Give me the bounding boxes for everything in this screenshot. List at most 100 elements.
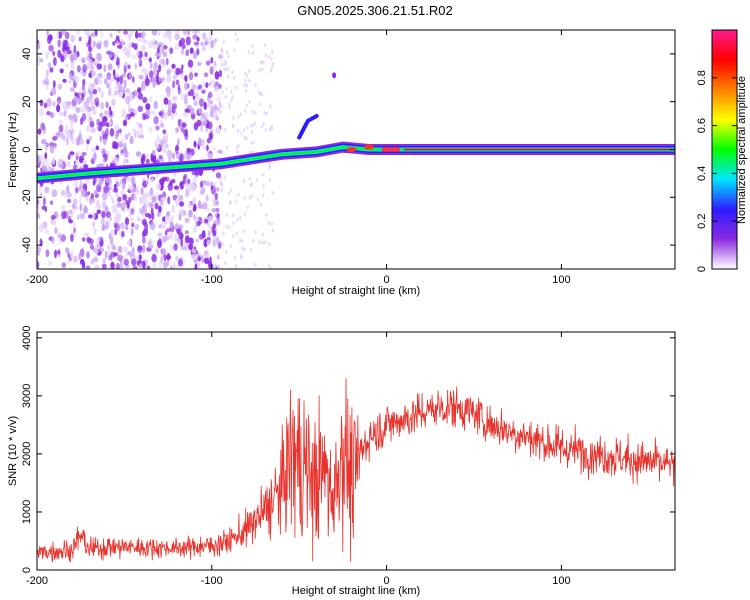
noise-blob	[59, 111, 64, 117]
noise-blob	[270, 126, 273, 131]
noise-blob	[252, 140, 255, 145]
snr-series-line	[37, 378, 675, 563]
noise-blob	[59, 68, 64, 74]
noise-blob	[95, 145, 100, 151]
noise-blob	[184, 108, 190, 113]
noise-blob	[214, 193, 218, 200]
noise-blob	[184, 235, 190, 244]
noise-blob	[111, 98, 116, 106]
noise-blob	[46, 30, 50, 37]
noise-blob	[109, 216, 112, 221]
noise-blob	[65, 137, 69, 146]
noise-blob	[196, 36, 200, 42]
noise-blob	[117, 83, 123, 91]
noise-blob	[138, 254, 142, 261]
noise-blob	[172, 80, 176, 89]
noise-blob	[113, 156, 120, 165]
noise-blob	[227, 66, 230, 71]
noise-blob	[143, 39, 148, 44]
noise-blob	[77, 150, 82, 156]
noise-blob	[160, 255, 164, 264]
noise-blob	[86, 251, 90, 259]
noise-blob	[197, 30, 201, 34]
noise-blob	[53, 57, 57, 66]
noise-blob	[213, 38, 218, 43]
noise-blob	[120, 149, 124, 154]
noise-blob	[187, 179, 191, 184]
noise-blob	[129, 135, 134, 145]
noise-blob	[262, 184, 265, 189]
noise-blob	[184, 82, 188, 91]
noise-blob	[180, 37, 186, 45]
noise-blob	[207, 230, 211, 237]
noise-blob	[206, 144, 209, 152]
noise-blob	[171, 103, 177, 110]
noise-blob	[251, 44, 254, 49]
noise-blob	[159, 123, 165, 128]
noise-blob	[58, 124, 64, 132]
noise-blob	[164, 215, 168, 225]
noise-blob	[245, 83, 248, 88]
noise-blob	[174, 234, 178, 243]
noise-blob	[117, 44, 123, 49]
noise-blob	[252, 123, 255, 128]
noise-blob	[85, 265, 91, 269]
noise-blob	[121, 230, 125, 238]
noise-blob	[261, 193, 265, 198]
noise-blob	[73, 179, 79, 188]
noise-blob	[122, 46, 129, 54]
noise-blob	[223, 175, 226, 180]
noise-blob	[43, 102, 48, 109]
noise-blob	[132, 76, 135, 83]
spectrogram-x-tick-label: -100	[201, 274, 223, 286]
noise-blob	[205, 194, 208, 202]
noise-blob	[45, 249, 50, 258]
noise-blob	[37, 261, 40, 269]
noise-blob	[162, 191, 167, 199]
noise-blob	[107, 75, 111, 81]
noise-blob	[147, 265, 151, 269]
noise-blob	[235, 145, 239, 150]
noise-blob	[191, 248, 197, 254]
spectrogram-y-label: Frequency (Hz)	[7, 112, 19, 188]
snr-y-tick-label: 1000	[21, 500, 33, 524]
noise-blob	[77, 98, 81, 105]
noise-blob	[166, 210, 171, 218]
noise-blob	[264, 128, 268, 133]
noise-blob	[57, 131, 61, 136]
noise-blob	[194, 257, 198, 266]
noise-blob	[139, 207, 142, 215]
noise-blob	[243, 247, 246, 252]
spectrogram-y-tick-label: 40	[21, 48, 33, 60]
noise-blob	[173, 95, 178, 104]
noise-blob	[208, 82, 212, 87]
noise-blob	[161, 46, 165, 55]
noise-blob	[243, 83, 246, 87]
noise-blob	[231, 213, 235, 218]
noise-blob	[180, 92, 185, 101]
noise-blob	[150, 222, 156, 231]
noise-blob	[128, 71, 132, 81]
branch-track	[297, 114, 319, 140]
noise-blob	[242, 179, 246, 184]
noise-blob	[109, 33, 113, 38]
noise-blob	[65, 45, 70, 51]
noise-blob	[75, 30, 81, 36]
noise-blob	[184, 217, 190, 223]
noise-blob	[267, 263, 271, 268]
noise-blob	[141, 31, 146, 38]
noise-blob	[79, 260, 83, 265]
noise-blob	[54, 249, 57, 259]
noise-blob	[251, 51, 254, 56]
noise-blob	[111, 77, 115, 82]
noise-blob	[109, 128, 115, 137]
spectrogram-x-tick-label: -200	[26, 274, 48, 286]
noise-blob	[239, 112, 242, 117]
noise-blob	[102, 192, 108, 201]
noise-blob	[227, 225, 231, 230]
noise-blob	[190, 183, 197, 190]
noise-blob	[90, 100, 95, 107]
noise-blob	[90, 244, 94, 250]
noise-blob	[128, 30, 134, 36]
spectrogram-x-tick-label: 0	[384, 274, 390, 286]
